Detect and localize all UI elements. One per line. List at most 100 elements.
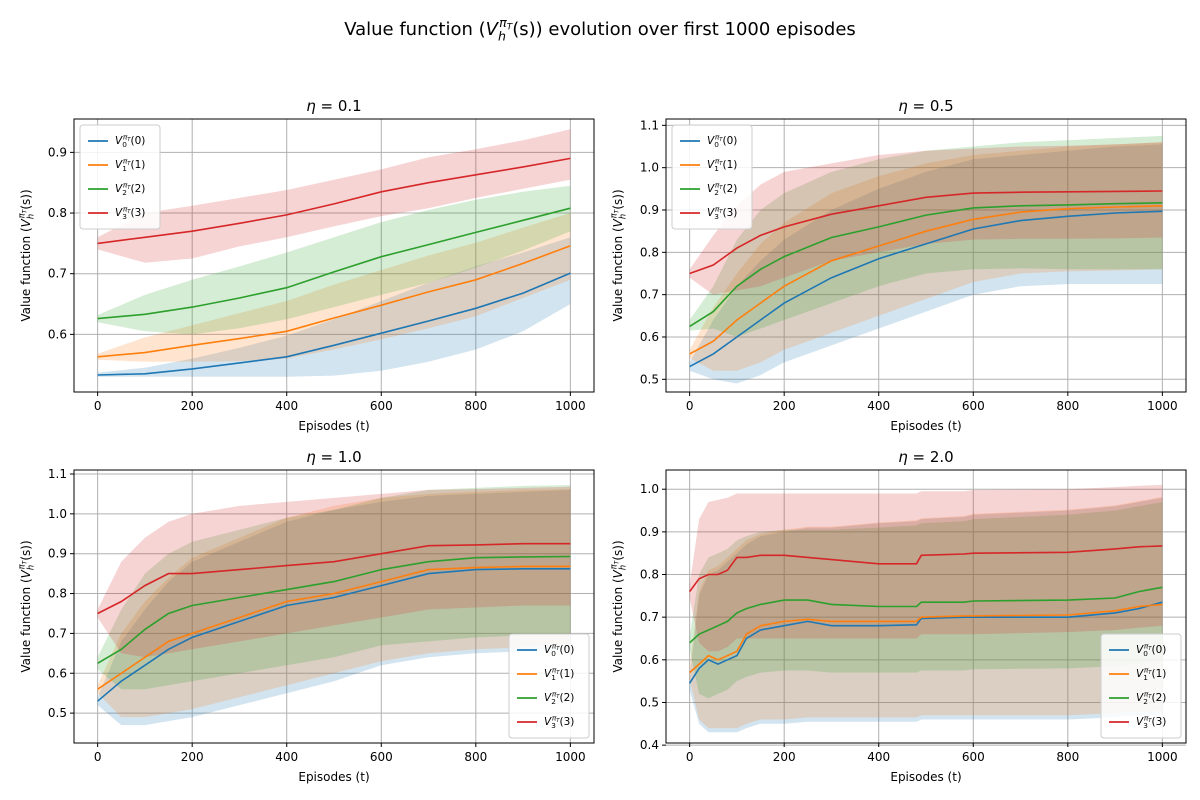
y-tick-label: 0.7 xyxy=(48,267,67,281)
y-axis-label: Value function (VhπT(s)) xyxy=(17,540,36,672)
series-line-0 xyxy=(97,567,571,702)
x-tick-label: 1000 xyxy=(1147,750,1178,764)
y-tick-label: 0.7 xyxy=(640,610,659,624)
x-tick-label: 0 xyxy=(686,399,694,413)
confidence-band-0 xyxy=(97,489,571,726)
grid xyxy=(74,119,594,392)
x-tick-label: 400 xyxy=(275,750,298,764)
series-line-3 xyxy=(688,545,1163,593)
confidence-band-2 xyxy=(97,185,571,335)
legend: V0πT(0) V1πT(1) V2πT(2) V3πT(3) xyxy=(671,124,753,230)
y-tick-label: 1.0 xyxy=(640,161,659,175)
legend-box xyxy=(1100,633,1182,739)
subplot-3: 0 200 400 600 800 1000 0.5 0.6 0.7 0.8 0.9 1.0 1.1 η … xyxy=(17,448,595,784)
y-tick-label: 0.7 xyxy=(640,288,659,302)
legend-label-2: V2πT(2) xyxy=(707,180,737,197)
legend: V0πT(0) V1πT(1) V2πT(2) V3πT(3) xyxy=(79,124,161,230)
y-tick-label: 0.5 xyxy=(48,706,67,720)
x-tick-label: 800 xyxy=(1056,399,1079,413)
confidence-band-1 xyxy=(97,489,571,718)
grid xyxy=(666,119,1186,392)
y-tick-label: 0.9 xyxy=(640,203,659,217)
legend-label-2: V2πT(2) xyxy=(115,180,145,197)
series-line-2 xyxy=(689,202,1163,328)
confidence-band-3 xyxy=(689,484,1163,652)
subplot-title: η = 2.0 xyxy=(898,448,953,466)
legend-label-2: V2πT(2) xyxy=(1136,689,1166,706)
x-tick-label: 0 xyxy=(94,750,102,764)
legend-label-3: V3πT(3) xyxy=(707,204,737,221)
axes-frame xyxy=(665,469,1187,744)
x-axis-label: Episodes (t) xyxy=(890,419,961,433)
x-tick-label: 200 xyxy=(773,750,796,764)
y-tick-label: 0.6 xyxy=(48,327,67,341)
y-axis-label: Value function (VhπT(s)) xyxy=(17,189,36,321)
y-tick-label: 0.6 xyxy=(640,330,659,344)
series-line-0 xyxy=(689,210,1163,368)
y-tick-label: 0.8 xyxy=(640,245,659,259)
x-axis-label: Episodes (t) xyxy=(298,770,369,784)
x-tick-label: 200 xyxy=(773,399,796,413)
x-tick-label: 600 xyxy=(370,750,393,764)
y-tick-label: 0.9 xyxy=(640,525,659,539)
x-tick-label: 1000 xyxy=(555,399,586,413)
x-tick-label: 800 xyxy=(1056,750,1079,764)
legend-label-0: V0πT(0) xyxy=(115,132,145,149)
y-tick-label: 1.0 xyxy=(48,507,67,521)
confidence-band-1 xyxy=(689,142,1163,371)
series-line-1 xyxy=(689,603,1163,674)
series-line-2 xyxy=(97,207,571,320)
legend-label-1: V1πT(1) xyxy=(1136,665,1166,682)
axes-frame xyxy=(73,469,595,744)
x-tick-label: 1000 xyxy=(555,750,586,764)
legend-label-1: V1πT(1) xyxy=(544,665,574,682)
subplot-1: 0 200 400 600 800 1000 0.6 0.7 0.8 0.9 η = 0.1 Epis… xyxy=(17,97,595,433)
y-tick-label: 1.0 xyxy=(640,482,659,496)
subplot-title: η = 0.5 xyxy=(898,97,953,115)
confidence-band-2 xyxy=(689,135,1163,337)
legend-label-1: V1πT(1) xyxy=(707,156,737,173)
y-tick-label: 0.9 xyxy=(48,145,67,159)
subplot-4: 0 200 400 600 800 1000 0.4 0.5 0.6 0.7 0.8 0.9 1.0 η … xyxy=(609,448,1187,784)
x-tick-label: 600 xyxy=(962,750,985,764)
legend-label-0: V0πT(0) xyxy=(1136,641,1166,658)
confidence-band-1 xyxy=(689,496,1163,729)
y-tick-label: 0.8 xyxy=(640,568,659,582)
axes-frame xyxy=(665,118,1187,393)
x-axis-label: Episodes (t) xyxy=(890,770,961,784)
series-line-1 xyxy=(97,565,571,690)
x-tick-label: 400 xyxy=(867,399,890,413)
subplot-title: η = 1.0 xyxy=(306,448,361,466)
legend-box xyxy=(508,633,590,739)
confidence-band-2 xyxy=(97,485,571,690)
confidence-band-0 xyxy=(689,144,1163,384)
x-axis-label: Episodes (t) xyxy=(298,419,369,433)
series-line-2 xyxy=(689,586,1163,644)
y-tick-label: 0.6 xyxy=(640,653,659,667)
y-tick-label: 1.1 xyxy=(48,467,67,481)
grid xyxy=(666,470,1186,746)
x-tick-label: 400 xyxy=(275,399,298,413)
y-tick-label: 0.9 xyxy=(48,547,67,561)
y-tick-label: 0.5 xyxy=(640,695,659,709)
confidence-band-2 xyxy=(689,502,1163,699)
series-line-1 xyxy=(689,205,1163,355)
x-tick-label: 600 xyxy=(962,399,985,413)
series-line-2 xyxy=(97,555,571,664)
subplot-title: η = 0.1 xyxy=(306,97,361,115)
figure-suptitle: Value function (VhπT(s)) evolution over … xyxy=(344,15,856,44)
legend-label-2: V2πT(2) xyxy=(544,689,574,706)
y-tick-label: 0.4 xyxy=(640,738,659,752)
y-tick-label: 0.7 xyxy=(48,626,67,640)
series-line-1 xyxy=(97,245,571,358)
axes-frame xyxy=(73,118,595,393)
y-tick-label: 1.1 xyxy=(640,118,659,132)
series-line-3 xyxy=(97,157,571,245)
legend-box xyxy=(671,124,753,230)
legend-box xyxy=(79,124,161,230)
y-axis-label: Value function (VhπT(s)) xyxy=(609,540,628,672)
confidence-band-3 xyxy=(689,142,1163,295)
legend-label-1: V1πT(1) xyxy=(115,156,145,173)
x-tick-label: 1000 xyxy=(1147,399,1178,413)
